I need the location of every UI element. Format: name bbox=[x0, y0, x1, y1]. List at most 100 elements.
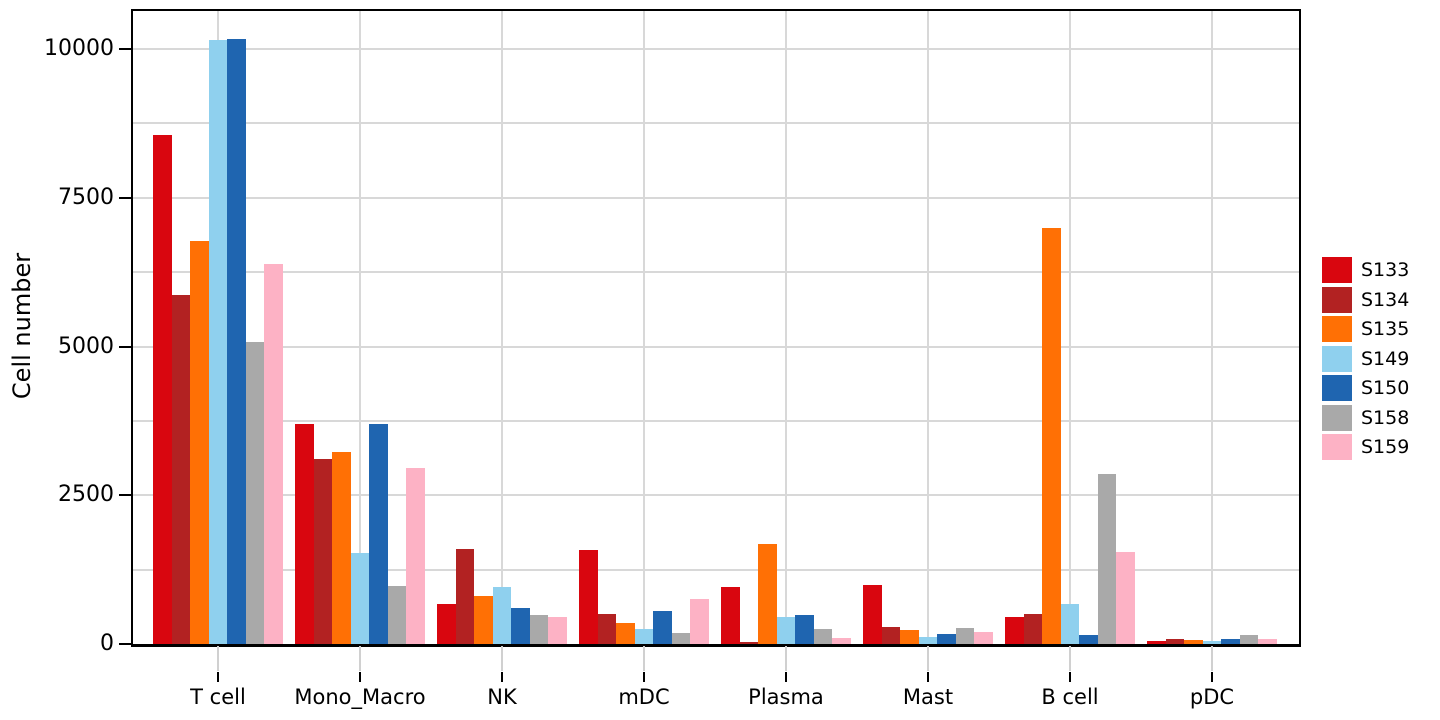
bar-S133-mdc bbox=[579, 550, 598, 644]
gridline-vertical bbox=[1211, 11, 1213, 644]
gridline-horizontal bbox=[133, 271, 1299, 274]
bar-S149-mast bbox=[918, 636, 938, 644]
bar-S133-pdc bbox=[1147, 640, 1166, 644]
legend-swatch-S158 bbox=[1322, 404, 1352, 431]
legend: S133 S134 S135 S149 S150 S158 S159 bbox=[1322, 257, 1409, 464]
bar-S133-nk bbox=[437, 604, 456, 644]
x-tick-upper bbox=[501, 646, 503, 671]
bar-S134-b-cell bbox=[1023, 614, 1043, 644]
x-tick-upper bbox=[217, 646, 219, 671]
bar-S158-nk bbox=[529, 615, 549, 644]
bar-S134-mast bbox=[881, 626, 901, 644]
bar-S150-mast bbox=[937, 633, 956, 644]
bar-S133-mast bbox=[863, 584, 882, 644]
bar-S149-mdc bbox=[634, 629, 654, 644]
gridline-vertical bbox=[1069, 11, 1071, 644]
bar-S159-pdc bbox=[1258, 638, 1277, 644]
bar-S159-b-cell bbox=[1116, 552, 1135, 644]
bar-S159-mast bbox=[974, 631, 993, 644]
gridline-vertical bbox=[501, 11, 503, 644]
x-tick-label: mDC bbox=[618, 685, 670, 709]
legend-swatch-S159 bbox=[1322, 434, 1352, 460]
bar-S159-t-cell bbox=[264, 263, 283, 644]
bar-S158-mast bbox=[955, 627, 975, 644]
gridline-horizontal bbox=[133, 494, 1299, 497]
bar-S133-mono_macro bbox=[295, 423, 314, 644]
bar-S150-b-cell bbox=[1079, 634, 1098, 644]
legend-item-S150: S150 bbox=[1322, 375, 1409, 401]
bar-S150-pdc bbox=[1221, 638, 1240, 644]
x-tick bbox=[927, 672, 929, 682]
y-tick bbox=[119, 494, 131, 497]
legend-label-S149: S149 bbox=[1361, 347, 1410, 370]
legend-swatch-S149 bbox=[1322, 345, 1352, 372]
x-tick bbox=[1211, 672, 1213, 682]
x-tick bbox=[785, 672, 787, 682]
x-tick bbox=[1069, 672, 1071, 682]
bar-S134-t-cell bbox=[171, 295, 191, 644]
gridline-horizontal bbox=[133, 419, 1299, 422]
gridline-horizontal bbox=[133, 122, 1299, 125]
bar-S133-plasma bbox=[721, 586, 740, 644]
y-tick-label: 0 bbox=[100, 631, 114, 656]
legend-swatch-S135 bbox=[1322, 316, 1352, 342]
bar-S158-pdc bbox=[1239, 634, 1259, 644]
bar-S134-plasma bbox=[739, 641, 759, 644]
legend-label-S158: S158 bbox=[1361, 406, 1410, 429]
x-tick-upper bbox=[1069, 646, 1071, 671]
y-tick bbox=[119, 345, 131, 348]
gridline-vertical bbox=[785, 11, 787, 644]
x-tick-label: NK bbox=[487, 685, 517, 709]
legend-swatch-S134 bbox=[1322, 286, 1352, 313]
x-tick-label: Mono_Macro bbox=[294, 685, 426, 709]
gridline-horizontal bbox=[133, 568, 1299, 571]
bar-S149-mono_macro bbox=[350, 553, 370, 644]
bar-S149-plasma bbox=[776, 616, 796, 644]
x-tick bbox=[359, 672, 361, 682]
bar-S158-b-cell bbox=[1097, 474, 1117, 644]
gridline-horizontal bbox=[133, 196, 1299, 199]
bar-S135-mdc bbox=[616, 623, 635, 644]
x-tick-upper bbox=[359, 646, 361, 671]
x-tick-label: B cell bbox=[1041, 685, 1099, 709]
legend-swatch-S133 bbox=[1322, 257, 1352, 283]
bar-S149-pdc bbox=[1202, 641, 1222, 644]
y-tick bbox=[119, 196, 131, 199]
bar-S149-nk bbox=[492, 586, 512, 644]
bar-S134-pdc bbox=[1165, 639, 1185, 644]
legend-label-S134: S134 bbox=[1361, 288, 1410, 311]
gridline-vertical bbox=[643, 11, 645, 644]
legend-label-S133: S133 bbox=[1361, 259, 1410, 281]
bar-S159-nk bbox=[548, 616, 567, 644]
bar-S158-t-cell bbox=[245, 342, 265, 644]
y-tick-label: 2500 bbox=[58, 482, 114, 508]
bar-S159-plasma bbox=[832, 637, 851, 644]
bar-S134-mono_macro bbox=[313, 459, 333, 644]
bar-S135-mast bbox=[900, 629, 919, 644]
bar-S135-mono_macro bbox=[332, 451, 351, 644]
bar-S158-plasma bbox=[813, 628, 833, 644]
legend-item-S159: S159 bbox=[1322, 434, 1409, 460]
bar-S150-mono_macro bbox=[369, 423, 388, 644]
gridline-horizontal bbox=[133, 345, 1299, 348]
x-tick-label: Mast bbox=[902, 685, 954, 709]
bar-S135-pdc bbox=[1184, 639, 1203, 644]
bar-S158-mdc bbox=[671, 632, 691, 644]
bar-S133-b-cell bbox=[1005, 617, 1024, 644]
bar-S150-t-cell bbox=[227, 38, 246, 644]
legend-label-S135: S135 bbox=[1361, 318, 1410, 340]
bar-S158-mono_macro bbox=[387, 586, 407, 644]
y-tick-label: 5000 bbox=[58, 333, 114, 359]
y-tick bbox=[119, 48, 131, 50]
y-tick-label: 7500 bbox=[58, 184, 114, 210]
x-tick-label: pDC bbox=[1189, 685, 1235, 709]
x-tick bbox=[501, 672, 503, 682]
x-tick-upper bbox=[785, 646, 787, 671]
legend-item-S135: S135 bbox=[1322, 316, 1409, 342]
bar-S134-nk bbox=[455, 548, 475, 644]
bar-S159-mono_macro bbox=[406, 467, 425, 644]
x-tick-upper bbox=[927, 646, 929, 671]
legend-item-S134: S134 bbox=[1322, 286, 1410, 313]
bar-S135-b-cell bbox=[1042, 227, 1061, 644]
